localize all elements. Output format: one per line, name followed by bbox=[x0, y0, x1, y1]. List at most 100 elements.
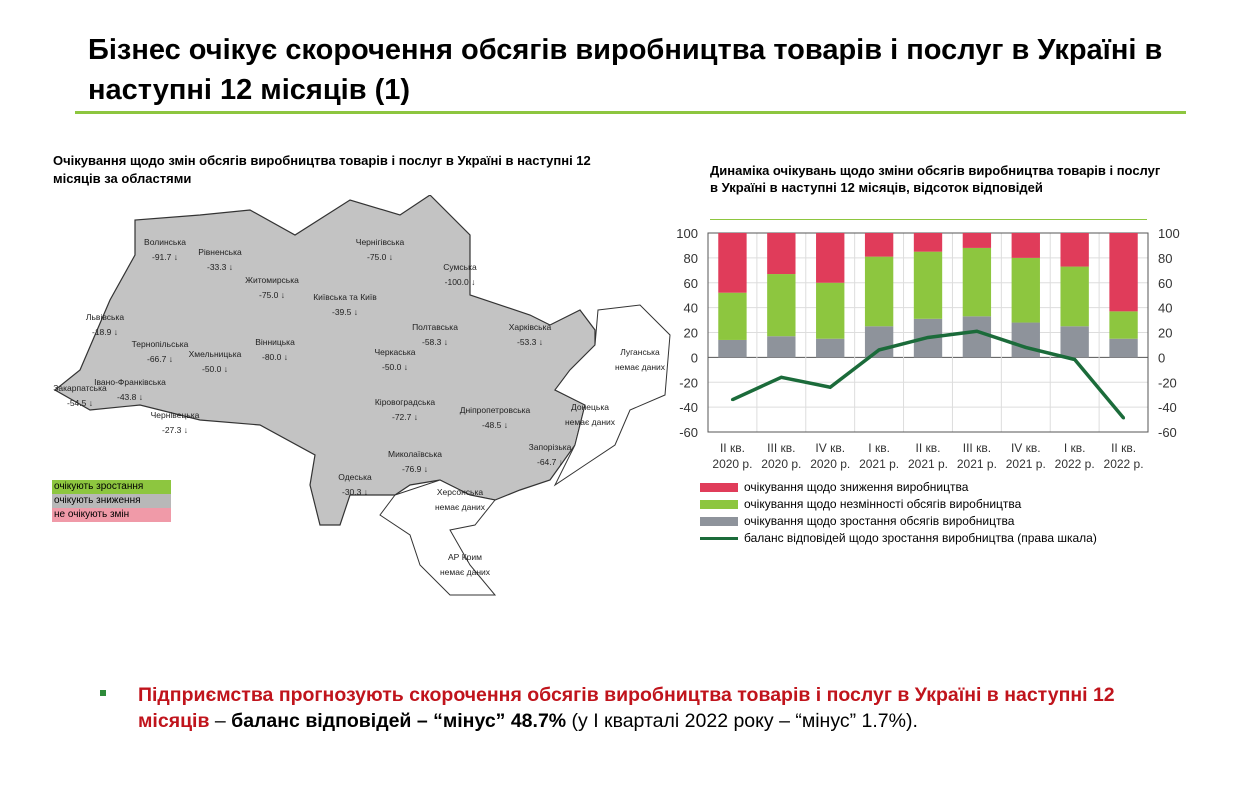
x-tick-label: I кв. bbox=[868, 441, 890, 455]
bar-segment bbox=[718, 233, 747, 293]
balance-point bbox=[1073, 357, 1077, 361]
bar-segment bbox=[816, 338, 845, 358]
region-name: Івано-Франківська bbox=[94, 377, 166, 387]
bar-segment bbox=[962, 247, 992, 317]
balance-point bbox=[926, 335, 930, 339]
map-grey-area bbox=[53, 195, 596, 526]
region-value: -64.7 ↓ bbox=[537, 457, 563, 467]
map-no-data-east bbox=[553, 304, 671, 487]
bar-segment bbox=[1109, 338, 1138, 358]
x-tick-label: 2020 р. bbox=[761, 457, 801, 471]
x-tick-label: IV кв. bbox=[1011, 441, 1041, 455]
region-value: -48.5 ↓ bbox=[482, 420, 508, 430]
map-title: Очікування щодо змін обсягів виробництва… bbox=[53, 153, 591, 186]
map-legend-nochange: не очікують змін bbox=[52, 508, 171, 522]
expectations-chart: 100 100 80 80 60 60 40 40 20 20 0 0 -20 -20 -40 -40 -60 -… bbox=[676, 226, 1180, 471]
region-value: -75.0 ↓ bbox=[367, 252, 393, 262]
bar-segment bbox=[864, 256, 894, 327]
bar-segment bbox=[1011, 257, 1040, 323]
region-value: -72.7 ↓ bbox=[392, 412, 418, 422]
bar-segment bbox=[767, 274, 796, 337]
y-tick-right: -60 bbox=[1158, 425, 1177, 440]
region-value: -43.8 ↓ bbox=[117, 392, 143, 402]
x-tick-label: III кв. bbox=[767, 441, 795, 455]
y-tick-right: 20 bbox=[1158, 326, 1172, 341]
region-name: Закарпатська bbox=[53, 383, 107, 393]
region-name: Львівська bbox=[86, 312, 124, 322]
y-tick-right: -40 bbox=[1158, 400, 1177, 415]
region-name: Вінницька bbox=[255, 337, 295, 347]
region-name: Полтавська bbox=[412, 322, 458, 332]
bar-segment bbox=[767, 336, 796, 358]
region-value: -39.5 ↓ bbox=[332, 307, 358, 317]
summary-bullet: Підприємства прогнозують скорочення обся… bbox=[100, 682, 1180, 734]
region-name: Чернігівська bbox=[356, 237, 405, 247]
region-value: -33.3 ↓ bbox=[207, 262, 233, 272]
bar-segment bbox=[816, 233, 845, 283]
bar-segment bbox=[913, 233, 943, 252]
y-tick-right: -20 bbox=[1158, 375, 1177, 390]
legend-growth: очікування щодо зростання обсягів виробн… bbox=[700, 513, 1097, 530]
y-tick-left: 80 bbox=[684, 251, 698, 266]
bar-segment bbox=[962, 233, 992, 248]
x-tick-label: 2022 р. bbox=[1104, 457, 1144, 471]
bar-segment bbox=[864, 233, 894, 257]
region-value: -30.3 ↓ bbox=[342, 487, 368, 497]
region-name: Дніпропетровська bbox=[460, 405, 531, 415]
x-tick-label: II кв. bbox=[720, 441, 745, 455]
region-name: Одеська bbox=[338, 472, 372, 482]
region-name: Харківська bbox=[509, 322, 552, 332]
x-tick-label: II кв. bbox=[1111, 441, 1136, 455]
region-name: Рівненська bbox=[198, 247, 242, 257]
bar-segment bbox=[767, 233, 796, 275]
balance-point bbox=[828, 385, 832, 389]
bar-segment bbox=[864, 326, 894, 358]
x-tick-label: IV кв. bbox=[815, 441, 845, 455]
legend-decline: очікування щодо зниження виробництва bbox=[700, 479, 1097, 496]
x-tick-label: I кв. bbox=[1064, 441, 1086, 455]
y-tick-left: -20 bbox=[679, 375, 698, 390]
bar-segment bbox=[913, 251, 943, 319]
region-name: Донецька bbox=[571, 402, 609, 412]
region-value: -54.5 ↓ bbox=[67, 398, 93, 408]
region-value: -75.0 ↓ bbox=[259, 290, 285, 300]
region-value: -27.3 ↓ bbox=[162, 425, 188, 435]
region-name: Житомирська bbox=[245, 275, 299, 285]
region-name: АР Крим bbox=[448, 552, 482, 562]
region-name: Волинська bbox=[144, 237, 186, 247]
region-value: -53.3 ↓ bbox=[517, 337, 543, 347]
region-name: Херсонська bbox=[437, 487, 483, 497]
ukraine-map: Волинська -91.7 ↓ Рівненська -33.3 ↓ Житомир… bbox=[53, 195, 671, 596]
map-legend: очікують зростання очікують зниження не … bbox=[52, 480, 171, 522]
y-tick-right: 0 bbox=[1158, 350, 1165, 365]
bar-segment bbox=[816, 282, 845, 339]
region-value: -100.0 ↓ bbox=[445, 277, 476, 287]
region-name: Чернівецька bbox=[151, 410, 200, 420]
x-tick-label: II кв. bbox=[916, 441, 941, 455]
bar-segment bbox=[1109, 311, 1138, 339]
map-no-data-south bbox=[379, 479, 497, 596]
chart-legend: очікування щодо зниження виробництва очі… bbox=[700, 479, 1097, 547]
y-tick-left: 20 bbox=[684, 326, 698, 341]
x-tick-label: 2021 р. bbox=[1006, 457, 1046, 471]
x-tick-label: 2020 р. bbox=[810, 457, 850, 471]
bar-segment bbox=[1060, 233, 1089, 267]
y-tick-right: 100 bbox=[1158, 226, 1180, 241]
legend-nochange: очікування щодо незмінності обсягів виро… bbox=[700, 496, 1097, 513]
y-tick-left: 60 bbox=[684, 276, 698, 291]
page-title: Бізнес очікує скорочення обсягів виробни… bbox=[88, 34, 1163, 106]
region-name: Луганська bbox=[620, 347, 660, 357]
bar-segment bbox=[1109, 233, 1138, 312]
region-name: Хмельницька bbox=[189, 349, 242, 359]
y-tick-left: 0 bbox=[691, 350, 698, 365]
map-legend-growth: очікують зростання bbox=[52, 480, 171, 494]
bar-segment bbox=[962, 316, 992, 358]
bar-segment bbox=[718, 339, 747, 358]
balance-point bbox=[1024, 345, 1028, 349]
balance-point bbox=[779, 375, 783, 379]
region-value: -76.9 ↓ bbox=[402, 464, 428, 474]
bar-segment bbox=[1060, 326, 1089, 358]
balance-point bbox=[877, 348, 881, 352]
x-tick-label: 2021 р. bbox=[957, 457, 997, 471]
y-tick-left: -40 bbox=[679, 400, 698, 415]
